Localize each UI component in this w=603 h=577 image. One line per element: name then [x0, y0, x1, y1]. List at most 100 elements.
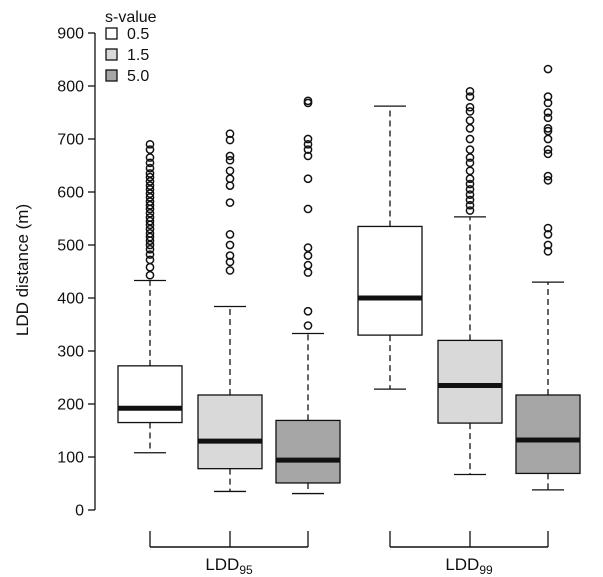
iqr-box: [197, 394, 263, 470]
legend-swatch-0.5: [105, 27, 118, 40]
outlier-point: [303, 268, 313, 277]
outlier-point: [543, 171, 553, 181]
outlier-point: [225, 230, 235, 239]
outlier-point: [543, 175, 553, 185]
outlier-point: [303, 134, 313, 144]
outlier-point: [465, 206, 475, 215]
y-tick-label: 200: [57, 397, 84, 414]
y-tick-label: 500: [57, 238, 84, 255]
group-label-text: LDD: [205, 555, 239, 574]
iqr-box: [437, 339, 503, 424]
outlier-point: [225, 151, 235, 161]
y-axis-title: LDD distance (m): [13, 204, 32, 336]
outlier-point: [145, 224, 155, 234]
outlier-point: [543, 230, 553, 239]
outlier-point: [303, 321, 313, 330]
outlier-point: [465, 153, 475, 162]
legend-label-1.5: 1.5: [127, 47, 149, 64]
iqr-box: [275, 419, 341, 484]
outlier-point: [145, 228, 155, 238]
outlier-point: [145, 213, 155, 222]
outlier-point: [225, 155, 235, 165]
outlier-point: [303, 145, 313, 154]
outlier-point: [225, 198, 235, 207]
outlier-point: [145, 244, 155, 254]
outlier-point: [145, 172, 155, 182]
outlier-point: [543, 223, 553, 233]
outlier-point: [465, 107, 475, 116]
outlier-point: [225, 174, 235, 184]
iqr-box: [117, 365, 183, 424]
outlier-point: [543, 149, 553, 159]
outlier-point: [145, 250, 155, 259]
y-tick-label: 0: [75, 503, 84, 520]
outlier-point: [303, 139, 313, 149]
outlier-point: [465, 86, 475, 96]
outlier-point: [465, 158, 475, 168]
outlier-point: [465, 179, 475, 189]
outlier-point: [145, 139, 155, 149]
legend-swatch-5.0: [105, 69, 118, 82]
outlier-point: [225, 257, 235, 267]
y-tick-label: 400: [57, 291, 84, 308]
outlier-point: [225, 129, 235, 139]
legend-label-5.0: 5.0: [127, 68, 149, 85]
outlier-point: [303, 151, 313, 161]
outlier-point: [543, 134, 553, 144]
y-tick-label: 300: [57, 344, 84, 361]
box-5: [515, 64, 581, 491]
iqr-box: [515, 394, 581, 475]
outlier-point: [543, 98, 553, 108]
outlier-point: [543, 126, 553, 136]
outlier-point: [145, 185, 155, 194]
outlier-point: [303, 251, 313, 260]
outlier-point: [145, 181, 155, 190]
outlier-point: [465, 102, 475, 112]
box-0: [117, 139, 183, 454]
outlier-point: [465, 134, 475, 144]
y-tick-label: 900: [57, 26, 84, 43]
group-label-subscript: 95: [239, 563, 253, 577]
outlier-point: [303, 174, 313, 184]
outlier-point: [543, 92, 553, 101]
outlier-point: [145, 169, 155, 178]
box-1: [197, 129, 263, 493]
outlier-point: [465, 200, 475, 210]
outlier-point: [145, 262, 155, 272]
outlier-point: [465, 145, 475, 154]
group-label: LDD99: [445, 555, 493, 577]
outlier-point: [543, 247, 553, 256]
outlier-point: [145, 158, 155, 168]
outlier-point: [303, 243, 313, 252]
y-tick-label: 700: [57, 132, 84, 149]
legend-label-0.5: 0.5: [127, 26, 149, 43]
outlier-point: [465, 92, 475, 101]
outlier-point: [543, 64, 553, 74]
outlier-point: [543, 124, 553, 133]
outlier-point: [225, 240, 235, 250]
outlier-point: [543, 108, 553, 117]
outlier-point: [225, 181, 235, 190]
outlier-point: [145, 163, 155, 173]
outlier-point: [145, 270, 155, 280]
y-tick-label: 100: [57, 450, 84, 467]
box-3: [357, 105, 423, 390]
outlier-point: [543, 113, 553, 123]
box-4: [437, 86, 503, 476]
outlier-point: [465, 195, 475, 205]
outlier-point: [225, 266, 235, 275]
outlier-point: [465, 174, 475, 184]
outlier-point: [303, 204, 313, 214]
outlier-point: [225, 166, 235, 176]
outlier-point: [465, 185, 475, 194]
outlier-point: [145, 153, 155, 162]
group-axis: LDD95 LDD99: [149, 531, 549, 577]
group-label-subscript: 99: [479, 563, 493, 577]
boxes-layer: [117, 64, 581, 495]
y-tick-label: 800: [57, 79, 84, 96]
outlier-point: [303, 260, 313, 270]
outlier-point: [465, 116, 475, 125]
outlier-point: [145, 145, 155, 154]
group-label-text: LDD: [445, 555, 479, 574]
